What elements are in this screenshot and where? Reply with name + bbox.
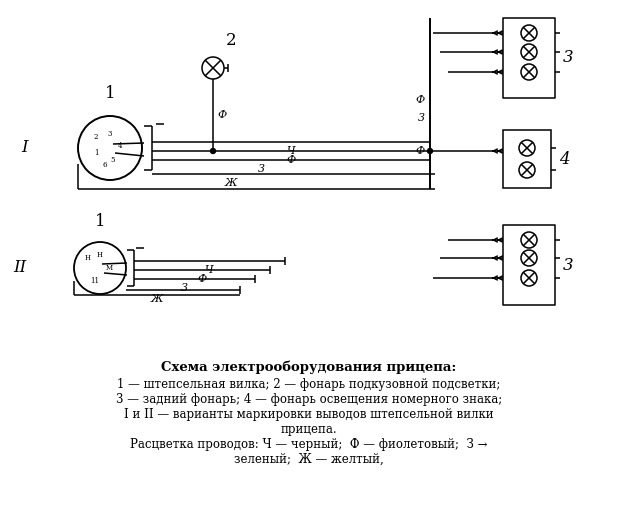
Circle shape (428, 148, 433, 154)
Circle shape (210, 148, 215, 154)
Text: Ф: Ф (197, 274, 207, 284)
Text: 6: 6 (103, 161, 107, 169)
Text: Ч: Ч (287, 146, 295, 156)
Text: Ф: Ф (217, 110, 227, 120)
Text: 4: 4 (559, 150, 569, 167)
Text: H: H (85, 254, 91, 262)
Text: I: I (22, 139, 28, 156)
Text: 1 — штепсельная вилка; 2 — фонарь подкузовной подсветки;: 1 — штепсельная вилка; 2 — фонарь подкуз… (118, 378, 501, 391)
Text: M: M (105, 264, 113, 272)
Text: 3: 3 (180, 283, 188, 293)
Text: Ж: Ж (151, 294, 163, 304)
Bar (503, 18, 555, 98)
Text: Ф: Ф (416, 146, 425, 156)
Text: I и II — варианты маркировки выводов штепсельной вилки: I и II — варианты маркировки выводов ште… (124, 408, 494, 421)
Text: 1: 1 (105, 85, 115, 102)
Text: 3: 3 (418, 113, 425, 123)
Text: 3: 3 (258, 164, 264, 174)
Text: 5: 5 (111, 156, 115, 164)
Text: H: H (97, 251, 103, 259)
Text: 4: 4 (118, 142, 122, 150)
Text: 2: 2 (226, 32, 236, 49)
Text: 3: 3 (563, 257, 574, 274)
Text: 3 — задний фонарь; 4 — фонарь освещения номерного знака;: 3 — задний фонарь; 4 — фонарь освещения … (116, 393, 502, 406)
Text: 3: 3 (563, 50, 574, 67)
Text: Ч: Ч (205, 265, 214, 275)
Text: зеленый;  Ж — желтый,: зеленый; Ж — желтый, (234, 453, 384, 466)
Text: Ф: Ф (287, 155, 296, 165)
Text: II: II (14, 259, 27, 277)
Text: Ф: Ф (416, 95, 425, 105)
Text: 11: 11 (90, 277, 100, 285)
Text: 3: 3 (108, 130, 112, 138)
Text: 1: 1 (95, 213, 105, 230)
Text: Схема электрооборудования прицепа:: Схема электрооборудования прицепа: (162, 360, 457, 373)
Text: 1: 1 (93, 149, 98, 157)
Text: 2: 2 (93, 133, 98, 141)
Text: Ж: Ж (225, 178, 237, 188)
Text: Расцветка проводов: Ч — черный;  Ф — фиолетовый;  З →: Расцветка проводов: Ч — черный; Ф — фиол… (130, 438, 488, 451)
Bar (503, 225, 555, 305)
Text: прицепа.: прицепа. (280, 423, 337, 436)
Bar (503, 130, 551, 188)
